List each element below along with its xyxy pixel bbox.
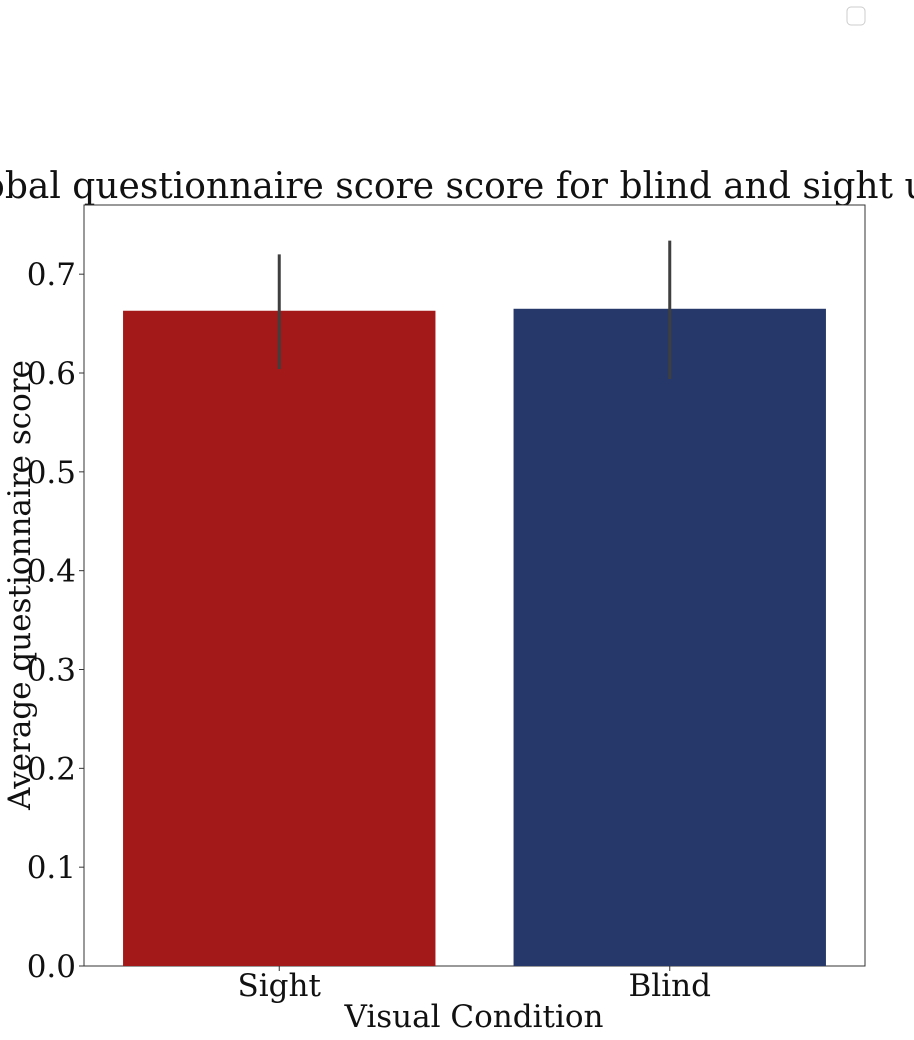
y-tick-label: 0.0 <box>27 949 76 985</box>
x-axis-ticks: Sight Blind <box>238 966 711 1004</box>
y-tick-label: 0.3 <box>27 653 76 689</box>
x-tick-label-blind: Blind <box>629 968 711 1004</box>
y-axis-ticks: 0.0 0.1 0.2 0.3 0.4 0.5 0.6 0.7 <box>27 257 84 985</box>
y-tick-label: 0.4 <box>27 554 76 590</box>
x-tick-label-sight: Sight <box>238 968 322 1004</box>
chart-legend <box>846 6 866 26</box>
error-bars-group <box>277 240 672 379</box>
y-tick-label: 0.7 <box>27 257 76 293</box>
y-axis-label: Average questionnaire score <box>2 360 38 811</box>
bar-sight <box>123 310 436 966</box>
chart-title: Global questionnaire score score for bli… <box>0 166 914 207</box>
y-tick-label: 0.6 <box>27 356 76 392</box>
y-tick-label: 0.2 <box>27 751 76 787</box>
y-tick-label: 0.1 <box>27 850 76 886</box>
bar-blind <box>513 308 826 967</box>
bars-group <box>123 308 826 967</box>
y-tick-label: 0.5 <box>27 455 76 491</box>
x-axis-label: Visual Condition <box>344 999 604 1035</box>
